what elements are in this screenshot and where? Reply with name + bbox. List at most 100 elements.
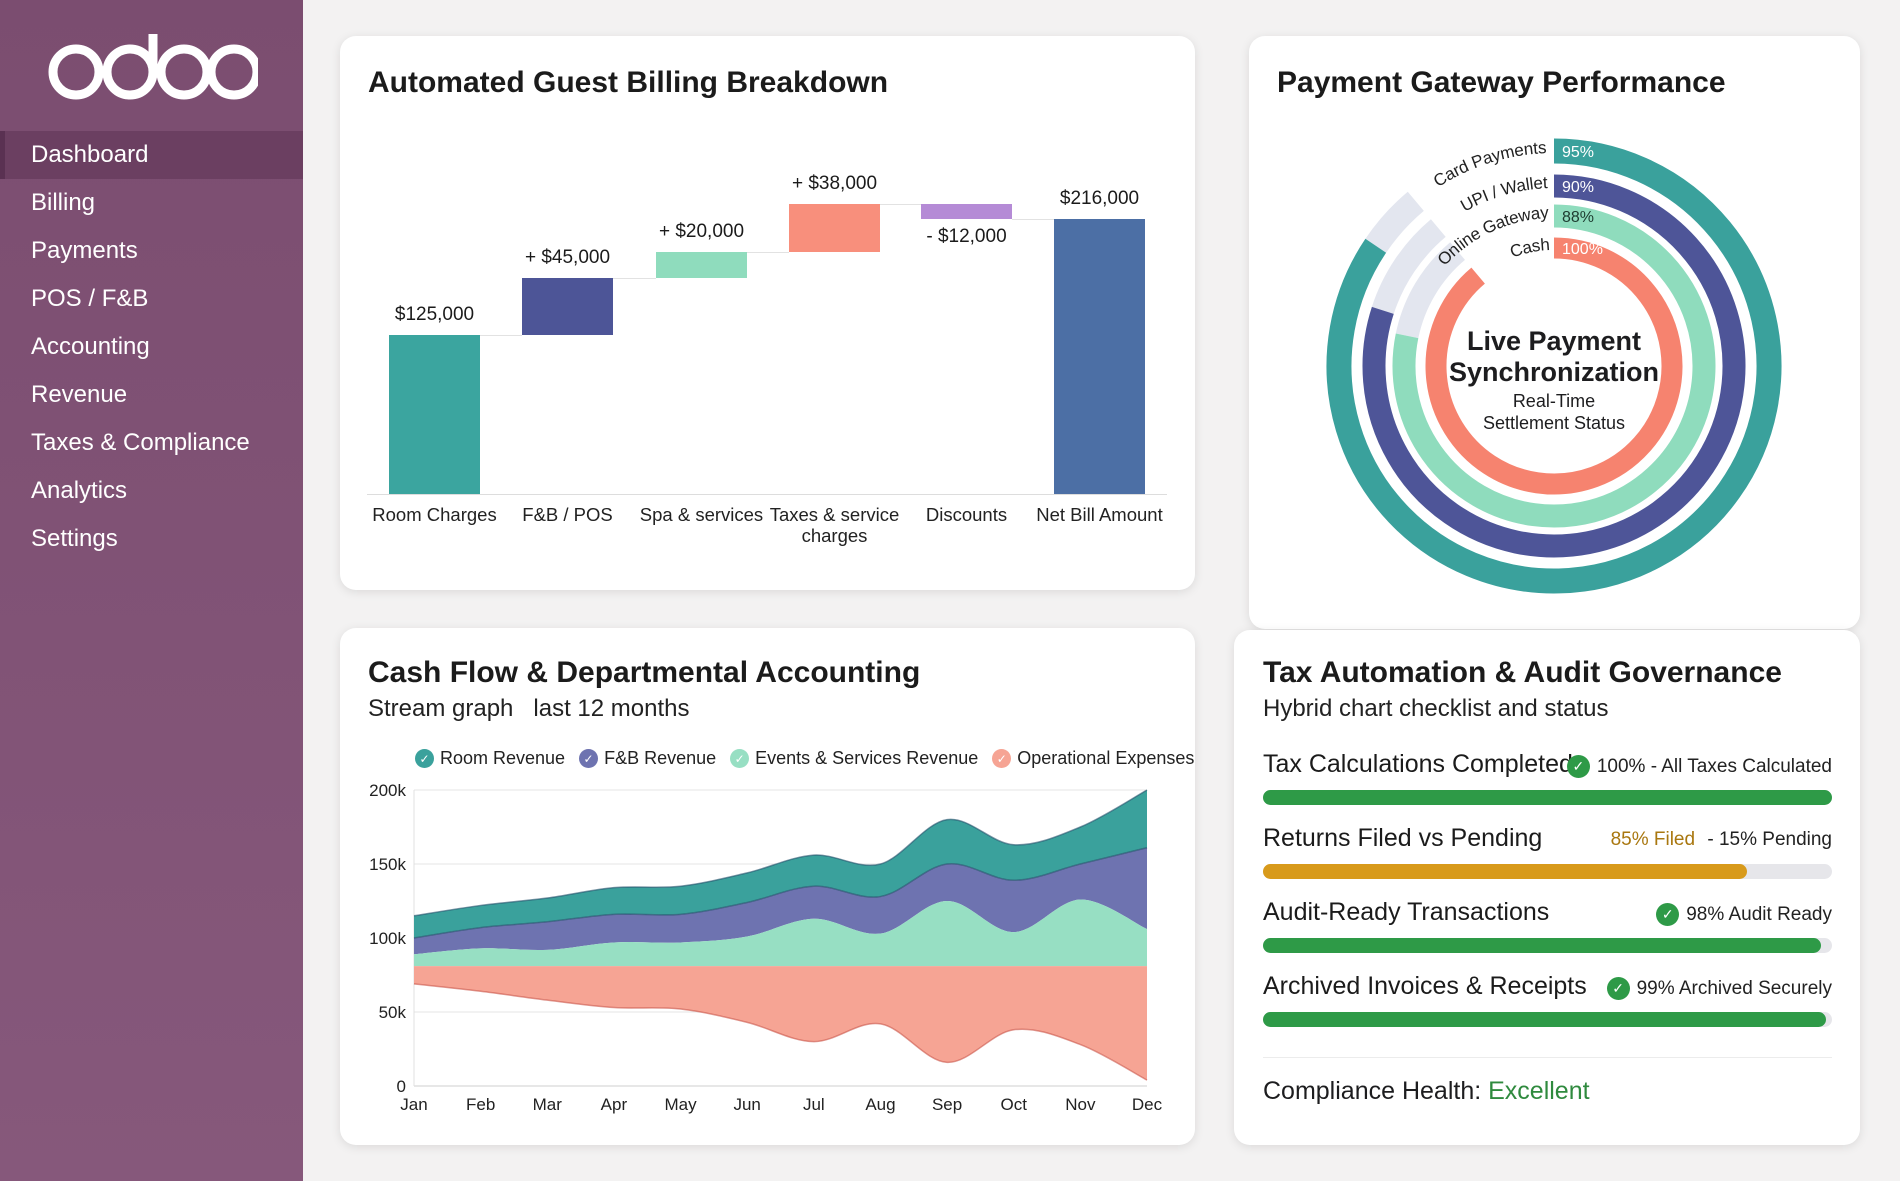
radial-track xyxy=(1395,242,1466,339)
tax-title: Tax Automation & Audit Governance xyxy=(1263,656,1782,689)
legend-expenses[interactable]: ✓ Operational Expenses xyxy=(992,748,1194,769)
sidebar-item-dashboard[interactable]: Dashboard xyxy=(0,131,303,179)
billing-card xyxy=(340,36,1195,590)
tax-row-status: ✓ 99% Archived Securely xyxy=(1606,977,1832,1000)
radial-chart: Card Payments 95%UPI / Wallet 90%Online Ga… xyxy=(1326,138,1782,594)
waterfall-value-label: - $12,000 xyxy=(926,226,1007,248)
sidebar: Dashboard Billing Payments POS / F&B Acc… xyxy=(0,0,303,1181)
sidebar-menu: Dashboard Billing Payments POS / F&B Acc… xyxy=(0,131,303,563)
tax-row-status: ✓ 98% Audit Ready xyxy=(1656,903,1832,926)
tax-row-label: Returns Filed vs Pending xyxy=(1263,824,1543,852)
x-tick-label: Apr xyxy=(601,1095,628,1114)
sidebar-item-taxes[interactable]: Taxes & Compliance xyxy=(31,429,250,456)
center-title-2: Synchronization xyxy=(1448,357,1659,387)
expenses-area-edge xyxy=(413,983,1148,1081)
y-tick-label: 200k xyxy=(369,781,406,800)
room-revenue-area[interactable] xyxy=(414,790,1147,938)
waterfall-value-label: + $38,000 xyxy=(791,173,878,194)
y-tick-label: 150k xyxy=(369,855,406,874)
tax-row-label: Tax Calculations Completed xyxy=(1263,750,1573,778)
progress-fill xyxy=(1263,864,1747,879)
radial-bar-3[interactable] xyxy=(1425,237,1683,495)
progress-fill xyxy=(1263,1012,1827,1027)
waterfall-category-label: Spa & services xyxy=(639,504,764,525)
waterfall-bar xyxy=(789,204,880,253)
waterfall-bar xyxy=(389,335,480,494)
tax-card xyxy=(1234,630,1860,1145)
sidebar-item-accounting[interactable]: Accounting xyxy=(31,333,150,360)
progress-track xyxy=(1263,938,1832,953)
check-circle-icon: ✓ xyxy=(1656,903,1680,926)
radial-bar-0[interactable] xyxy=(1326,138,1782,594)
x-tick-label: Jun xyxy=(733,1095,760,1114)
waterfall-bar xyxy=(921,204,1012,220)
waterfall-category-label: F&B / POS xyxy=(522,504,613,525)
gateway-title: Payment Gateway Performance xyxy=(1277,66,1726,99)
center-sub-2: Settlement Status xyxy=(1482,413,1626,433)
connector-line xyxy=(480,335,522,336)
radial-series-label: Cash xyxy=(1508,235,1551,261)
check-icon: ✓ xyxy=(415,749,434,768)
sidebar-item-billing[interactable]: Billing xyxy=(31,189,96,216)
label-textpath: Cash xyxy=(1508,235,1551,261)
sidebar-item-settings[interactable]: Settings xyxy=(31,525,118,552)
x-tick-label: May xyxy=(664,1095,697,1114)
label-textpath: Online Gateway xyxy=(1434,204,1550,270)
x-tick-label: Jul xyxy=(803,1095,825,1114)
stream-legend: ✓ Room Revenue ✓ F&B Revenue ✓ Events & Ser… xyxy=(415,748,1194,769)
waterfall-category-label: Net Bill Amount xyxy=(1036,504,1163,525)
billing-title: Automated Guest Billing Breakdown xyxy=(368,66,889,99)
radial-series-label: Online Gateway xyxy=(1434,204,1550,270)
expenses-area[interactable] xyxy=(414,966,1147,1081)
sidebar-item-pos-fb[interactable]: POS / F&B xyxy=(31,285,149,312)
health-label: Compliance Health: xyxy=(1263,1077,1482,1105)
progress-fill xyxy=(1263,790,1832,805)
tax-row-status: ✓ 100% - All Taxes Calculated xyxy=(1566,755,1832,778)
radial-track xyxy=(1371,219,1446,315)
center-title-1: Live Payment xyxy=(1466,326,1642,356)
legend-label: Room Revenue xyxy=(440,748,566,768)
tax-row-status: 85% Filed - 15% Pending xyxy=(1611,829,1832,851)
check-icon: ✓ xyxy=(992,749,1012,768)
check-icon: ✓ xyxy=(730,749,750,768)
y-tick-label: 0 xyxy=(397,1077,406,1096)
sidebar-item-analytics[interactable]: Analytics xyxy=(31,477,128,504)
radial-percent-label: 90% xyxy=(1562,179,1594,196)
label-textpath: Card Payments xyxy=(1430,139,1547,192)
legend-events[interactable]: ✓ Events & Services Revenue xyxy=(730,748,978,769)
radial-track xyxy=(1365,191,1425,254)
progress-track xyxy=(1263,1012,1832,1027)
waterfall-axis xyxy=(367,494,1167,495)
status-pending: - 15% Pending xyxy=(1702,829,1832,850)
status-text: 99% Archived Securely xyxy=(1636,977,1832,999)
health-value: Excellent xyxy=(1488,1077,1590,1105)
legend-label: F&B Revenue xyxy=(604,748,717,768)
stream-chart: 0 50k 100k 150k 200k Jan Feb Mar Apr May Jun Jul Aug… xyxy=(369,781,1163,1114)
waterfall-category-label: Taxes & service charges xyxy=(769,504,900,546)
radial-percent-label: 88% xyxy=(1562,209,1594,226)
waterfall-value-label: $125,000 xyxy=(394,304,475,325)
x-tick-label: Dec xyxy=(1132,1095,1163,1114)
center-sub-1: Real-Time xyxy=(1512,391,1596,411)
cashflow-subtitle: Stream graph last 12 months xyxy=(368,695,690,722)
tax-row-label: Archived Invoices & Receipts xyxy=(1263,972,1587,1000)
radial-bar-1[interactable] xyxy=(1362,174,1746,558)
room-revenue-area-edge xyxy=(413,789,1148,917)
sidebar-item-payments[interactable]: Payments xyxy=(31,237,138,264)
radial-center-text: Live Payment Synchronization Real-Time S… xyxy=(1404,326,1704,434)
fb-revenue-area[interactable] xyxy=(414,847,1147,955)
connector-line xyxy=(880,204,921,205)
progress-track xyxy=(1263,790,1832,805)
status-filed: 85% Filed xyxy=(1610,829,1696,850)
events-revenue-area[interactable] xyxy=(414,899,1147,967)
radial-bar-2[interactable] xyxy=(1392,204,1716,528)
waterfall-bar xyxy=(522,277,613,335)
legend-fb[interactable]: ✓ F&B Revenue xyxy=(579,748,716,769)
odoo-logo[interactable] xyxy=(48,30,258,102)
sidebar-item-revenue[interactable]: Revenue xyxy=(31,381,128,408)
legend-room[interactable]: ✓ Room Revenue xyxy=(415,748,565,769)
check-circle-icon: ✓ xyxy=(1566,755,1590,778)
fb-revenue-area-edge xyxy=(413,846,1148,939)
connector-line xyxy=(747,252,789,254)
x-tick-label: Mar xyxy=(533,1095,563,1114)
